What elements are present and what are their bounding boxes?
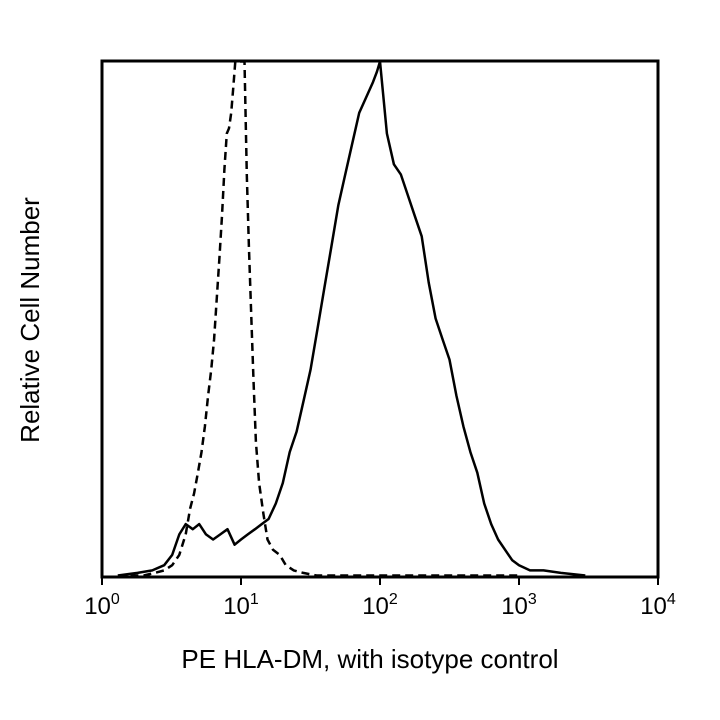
series-layer [117,60,586,577]
plot-frame [100,59,660,579]
y-axis-label: Relative Cell Number [15,197,45,443]
x-tick-label: 102 [362,591,398,620]
x-axis-label: PE HLA-DM, with isotype control [181,644,558,674]
x-tick-label: 101 [223,591,259,620]
x-tick-label: 104 [640,591,676,620]
x-tick-layer: 100 101 102 103 104 [84,577,676,620]
pe-hla-dm-histogram-line [117,60,586,577]
x-tick-label: 100 [84,591,120,620]
isotype-control-histogram-line [130,60,519,577]
x-tick-label: 103 [501,591,537,620]
